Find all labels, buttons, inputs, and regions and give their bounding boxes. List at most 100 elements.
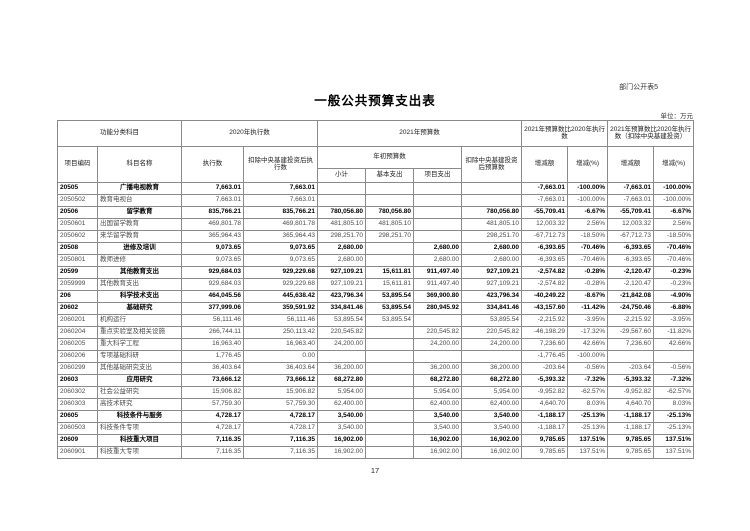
table-row: 20508 进修及培训 9,073.65 9,073.65 2,680.00 2,680.… [57,242,695,255]
row-value-cell: 7,116.35 [181,434,244,447]
row-value-cell: 68,272.80 [317,374,366,387]
row-value-cell: -7,663.01 [521,182,569,195]
row-value-cell [365,194,414,207]
table-row: 20605 科技条件与服务 4,728.17 4,728.17 3,540.00 3,54… [57,410,695,423]
row-value-cell: 2.56% [653,218,695,231]
row-value-cell: 780,056.80 [317,206,366,219]
row-value-cell: 9,073.65 [243,242,318,255]
row-value-cell: 929,684.03 [181,266,244,279]
row-value-cell: 4,640.70 [607,398,655,411]
doc-label: 部门公开表5 [619,84,658,91]
table-body: 20505 广播电视教育 7,663.01 7,663.01 -7,663.01 -100… [57,182,695,459]
row-value-cell [460,350,523,363]
header-delta-1: 增减额 [521,146,569,183]
header-project: 项目支出 [413,168,462,183]
row-value-cell: -55,709.41 [607,206,655,219]
header-2021-group: 2021年预算数 [316,120,523,147]
row-code: 20599 [57,266,98,279]
table-row: 2050502 教育电视台 7,663.01 7,663.01 -7,663.01 -10… [57,194,695,207]
row-value-cell: 7,236.60 [521,338,569,351]
table-row: 2060299 其他基础研究支出 36,403.64 36,403.64 36,200.… [57,362,695,375]
row-value-cell: 36,403.64 [243,362,318,375]
row-value-cell: 4,728.17 [181,410,244,423]
row-value-cell: 220,545.82 [460,326,523,339]
row-code: 2060201 [57,314,98,327]
row-value-cell [460,182,523,195]
row-code: 2050502 [57,194,98,207]
row-value-cell [365,434,414,447]
row-value-cell: 469,801.78 [243,218,318,231]
row-value-cell: 4,640.70 [521,398,569,411]
row-subject-name: 科技条件与服务 [97,410,182,423]
row-value-cell: -17.32% [567,326,609,339]
row-subject-name: 来华留学教育 [97,230,182,243]
row-code: 2060206 [57,350,98,363]
row-value-cell: 3,540.00 [413,410,462,423]
row-value-cell: 4,728.17 [243,422,318,435]
row-subject-name: 重大科学工程 [97,338,182,351]
row-value-cell: 927,109.21 [317,266,366,279]
row-value-cell: -0.56% [567,362,609,375]
row-code: 2050602 [57,230,98,243]
row-value-cell: 137.51% [567,434,609,447]
row-value-cell: -46,198.29 [521,326,569,339]
row-subject-name: 机构运行 [97,314,182,327]
row-value-cell: 15,906.82 [181,386,244,399]
row-value-cell: 835,766.21 [181,206,244,219]
row-subject-name: 应用研究 [97,374,182,387]
row-value-cell: 7,663.01 [181,194,244,207]
row-value-cell: 57,759.30 [243,398,318,411]
row-value-cell: 5,954.00 [317,386,366,399]
row-value-cell: 36,200.00 [460,362,523,375]
row-code: 2060303 [57,398,98,411]
row-code: 20605 [57,410,98,423]
row-value-cell: 927,109.21 [460,266,523,279]
row-value-cell: 464,045.56 [181,290,244,303]
row-value-cell: 365,964.43 [243,230,318,243]
row-value-cell: 24,200.00 [413,338,462,351]
header-delta-pct-1: 增减(%) [567,146,609,183]
row-value-cell: -4.90% [653,290,695,303]
row-value-cell: 56,111.46 [181,314,244,327]
row-value-cell: 927,109.21 [317,278,366,291]
table-row: 2060303 高技术研究 57,759.30 57,759.30 62,400.00 6… [57,398,695,411]
row-code: 2060204 [57,326,98,339]
row-value-cell: -0.28% [567,278,609,291]
row-value-cell: -21,842.08 [607,290,655,303]
row-value-cell: 9,073.65 [181,254,244,267]
header-delta-2: 增减额 [607,146,655,183]
table-row: 20599 其他教育支出 929,684.03 929,229.68 927,109.2… [57,266,695,279]
row-value-cell: 16,902.00 [413,434,462,447]
row-value-cell: -67,712.73 [607,230,655,243]
row-subject-name: 进修及培训 [97,242,182,255]
row-value-cell: 9,073.65 [243,254,318,267]
row-value-cell: 9,785.65 [607,446,655,459]
table-row: 2060205 重大科学工程 16,963.40 16,963.40 24,200.00… [57,338,695,351]
row-value-cell: 929,684.03 [181,278,244,291]
row-value-cell: 2,680.00 [317,254,366,267]
row-value-cell: -2,215.92 [521,314,569,327]
row-value-cell: 423,796.34 [460,290,523,303]
row-value-cell: -1,188.17 [521,410,569,423]
row-value-cell: 68,272.80 [413,374,462,387]
row-value-cell: 137.51% [653,446,695,459]
row-value-cell [607,350,655,363]
row-value-cell: 8.03% [653,398,695,411]
row-code: 20505 [57,182,98,195]
table-row: 20603 应用研究 73,666.12 73,666.12 68,272.80 68,2… [57,374,695,387]
row-value-cell: 927,109.21 [460,278,523,291]
row-value-cell: 780,056.80 [365,206,414,219]
row-value-cell: 16,902.00 [317,446,366,459]
row-subject-name: 科技重大项目 [97,434,182,447]
row-value-cell [365,398,414,411]
row-code: 2059999 [57,278,98,291]
row-value-cell: 15,611.81 [365,278,414,291]
row-value-cell: 445,638.42 [243,290,318,303]
row-value-cell: 4,728.17 [243,410,318,423]
row-value-cell: -18.50% [567,230,609,243]
row-value-cell [365,446,414,459]
row-value-cell: 62,400.00 [413,398,462,411]
row-value-cell: -62.57% [567,386,609,399]
row-value-cell: 16,963.40 [181,338,244,351]
